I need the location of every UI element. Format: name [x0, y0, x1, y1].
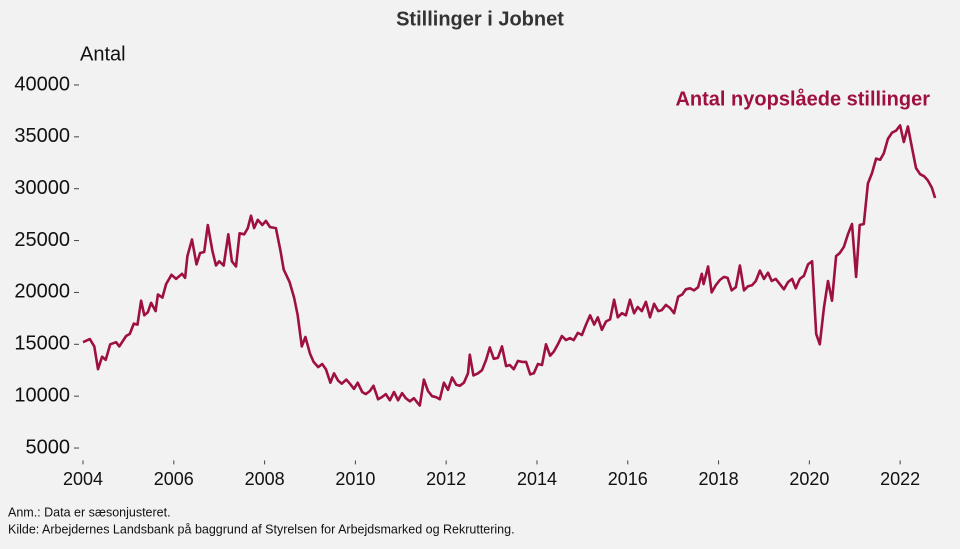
x-tick-label: 2018 [699, 469, 739, 489]
y-axis-label: Antal [80, 43, 126, 65]
note: Kilde: Arbejdernes Landsbank på baggrund… [8, 522, 515, 536]
y-tick-label: 30000 [14, 177, 70, 199]
y-tick-label: 40000 [14, 73, 70, 95]
y-tick-label: 20000 [14, 281, 70, 303]
x-tick-label: 2016 [608, 469, 648, 489]
y-tick-label: 25000 [14, 229, 70, 251]
x-tick-label: 2006 [154, 469, 194, 489]
x-tick-label: 2020 [789, 469, 829, 489]
y-tick-label: 10000 [14, 384, 70, 406]
x-tick-label: 2010 [335, 469, 375, 489]
x-tick-label: 2008 [245, 469, 285, 489]
note: Anm.: Data er sæsonjusteret. [8, 505, 171, 519]
x-tick-label: 2012 [426, 469, 466, 489]
chart-title: Stillinger i Jobnet [396, 8, 564, 30]
y-tick-label: 15000 [14, 333, 70, 355]
y-tick-label: 35000 [14, 125, 70, 147]
x-tick-label: 2014 [517, 469, 557, 489]
x-tick-label: 2004 [63, 469, 103, 489]
y-tick-label: 5000 [26, 436, 71, 458]
series-label: Antal nyopslåede stillinger [675, 87, 930, 110]
data-line [82, 124, 937, 407]
x-tick-label: 2022 [880, 469, 920, 489]
